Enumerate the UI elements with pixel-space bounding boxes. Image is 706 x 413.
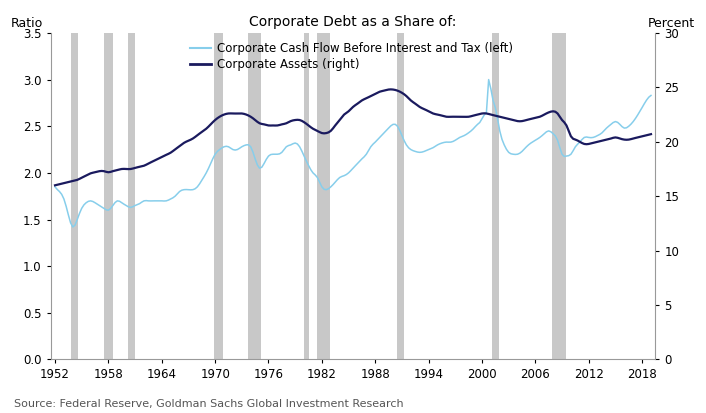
Bar: [492, 33, 499, 359]
Bar: [71, 33, 78, 359]
Bar: [214, 33, 223, 359]
Bar: [552, 33, 566, 359]
Text: Ratio: Ratio: [11, 17, 44, 30]
Text: Source: Federal Reserve, Goldman Sachs Global Investment Research: Source: Federal Reserve, Goldman Sachs G…: [14, 399, 404, 409]
Bar: [128, 33, 135, 359]
Bar: [318, 33, 330, 359]
Bar: [397, 33, 404, 359]
Title: Corporate Debt as a Share of:: Corporate Debt as a Share of:: [249, 15, 457, 29]
Bar: [104, 33, 113, 359]
Bar: [249, 33, 261, 359]
Text: Percent: Percent: [647, 17, 695, 30]
Legend: Corporate Cash Flow Before Interest and Tax (left), Corporate Assets (right): Corporate Cash Flow Before Interest and …: [189, 42, 513, 71]
Bar: [304, 33, 309, 359]
